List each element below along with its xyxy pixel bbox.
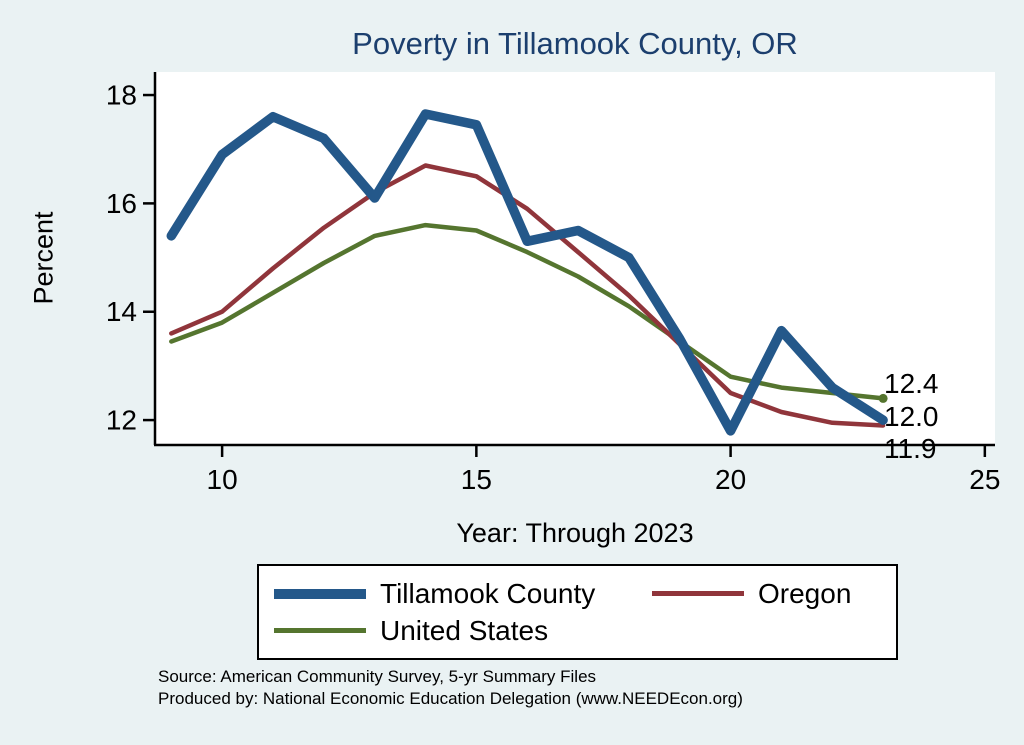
source-line-1: Source: American Community Survey, 5-yr …	[158, 667, 597, 686]
y-tick-label: 14	[106, 296, 137, 327]
y-axis-label: Percent	[28, 211, 59, 305]
x-tick-label: 25	[969, 464, 1000, 495]
x-axis-label: Year: Through 2023	[456, 518, 694, 548]
united-states-end-marker	[878, 393, 888, 403]
series-united-states-line	[169, 222, 886, 401]
chart-title: Poverty in Tillamook County, OR	[352, 26, 798, 61]
legend-label-united-states: United States	[380, 614, 549, 646]
source-note: Source: American Community Survey, 5-yr …	[158, 666, 743, 711]
y-tick-label: 12	[106, 405, 137, 436]
legend-row: United States	[274, 612, 896, 649]
legend-swatch-united-states	[274, 628, 366, 633]
legend-label-tillamook-county: Tillamook County	[380, 577, 596, 609]
x-tick-label: 20	[715, 464, 746, 495]
y-tick-label: 16	[106, 188, 137, 219]
end-value-label-oregon: 11.9	[884, 433, 937, 464]
legend-label-oregon: Oregon	[758, 577, 852, 609]
end-value-label-tillamook-county: 12.0	[884, 401, 939, 432]
legend: Tillamook County Oregon United States	[257, 564, 898, 660]
plot-area	[155, 72, 995, 445]
x-tick-label: 15	[461, 464, 492, 495]
end-value-label-united-states: 12.4	[884, 368, 939, 399]
legend-swatch-oregon	[652, 591, 744, 596]
source-line-2: Produced by: National Economic Education…	[158, 689, 743, 709]
x-tick-label: 10	[207, 464, 238, 495]
series-tillamook-county-line	[166, 109, 888, 436]
y-tick-label: 18	[106, 80, 137, 111]
series-oregon-line	[169, 163, 886, 428]
legend-swatch-tillamook-county	[274, 588, 366, 599]
legend-row: Tillamook County Oregon	[274, 575, 896, 612]
